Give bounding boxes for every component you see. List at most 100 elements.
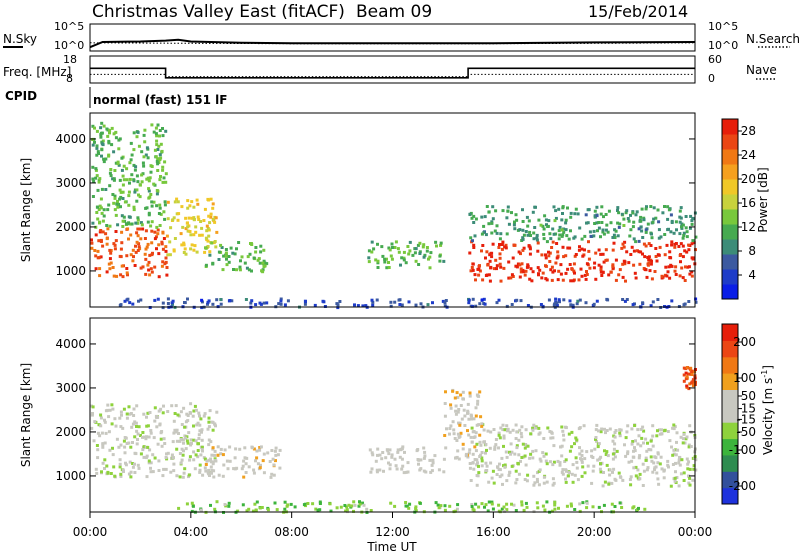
power-echo-cell <box>112 242 116 246</box>
velocity-echo-cell <box>578 452 582 456</box>
velocity-echo-cell <box>644 437 648 441</box>
velocity-echo-cell <box>542 481 546 485</box>
power-echo-cell <box>678 274 682 278</box>
velocity-echo-cell <box>487 480 491 484</box>
power-echo-cell <box>685 230 689 234</box>
power-echo-cell <box>670 240 674 244</box>
power-echo-cell <box>561 233 565 237</box>
velocity-echo-cell <box>502 434 506 438</box>
power-echo-cell <box>129 233 133 237</box>
velocity-echo-cell <box>645 468 649 472</box>
velocity-echo-cell <box>544 452 548 456</box>
velocity-echo-cell <box>692 464 696 468</box>
velocity-echo-cell <box>596 458 600 462</box>
velocity-echo-cell <box>122 470 125 473</box>
power-echo-cell <box>690 242 694 246</box>
power-echo-cell <box>507 276 511 280</box>
power-echo-cell <box>482 230 486 234</box>
velocity-echo-cell <box>453 396 457 400</box>
velocity-echo-cell <box>118 416 122 420</box>
velocity-echo-cell <box>196 449 200 452</box>
power-echo-cell <box>640 229 644 233</box>
velocity-echo-cell <box>222 463 226 467</box>
power-echo-cell <box>478 264 481 268</box>
power-echo-cell <box>566 246 570 250</box>
velocity-echo-cell <box>198 429 202 433</box>
velocity-echo-cell <box>567 432 571 436</box>
velocity-echo-cell <box>484 503 488 507</box>
power-echo-cell <box>520 262 524 266</box>
power-echo-cell <box>374 258 378 262</box>
power-echo-cell <box>117 147 121 151</box>
power-echo-cell <box>114 130 118 134</box>
power-echo-cell <box>562 298 566 302</box>
power-echo-cell <box>154 155 158 159</box>
velocity-echo-cell <box>128 412 132 416</box>
power-echo-cell <box>152 130 156 134</box>
power-echo-cell <box>542 232 546 236</box>
velocity-echo-cell <box>162 467 166 471</box>
power-echo-cell <box>119 195 123 199</box>
velocity-echo-cell <box>617 471 621 475</box>
power-echo-cell <box>526 304 530 307</box>
power-echo-cell <box>235 268 238 272</box>
power-echo-cell <box>119 273 123 277</box>
power-echo-cell <box>611 264 615 268</box>
velocity-echo-cell <box>147 461 151 465</box>
velocity-echo-cell <box>504 450 508 454</box>
power-echo-cell <box>130 153 134 157</box>
power-echo-cell <box>139 221 143 225</box>
power-echo-cell <box>510 273 514 277</box>
power-echo-cell <box>160 242 164 246</box>
power-echo-cell <box>131 248 135 252</box>
velocity-echo-cell <box>659 455 663 459</box>
power-echo-cell <box>600 205 604 209</box>
velocity-echo-cell <box>137 425 141 429</box>
power-echo-cell <box>126 273 129 277</box>
power-echo-cell <box>526 264 530 268</box>
velocity-echo-cell <box>318 500 322 504</box>
power-echo-cell <box>616 234 620 238</box>
velocity-echo-cell <box>683 441 687 445</box>
power-echo-cell <box>183 301 186 304</box>
power-echo-cell <box>491 217 495 221</box>
power-echo-cell <box>473 273 477 277</box>
velocity-cbar-label: 200 <box>733 335 756 349</box>
power-echo-cell <box>171 302 174 306</box>
power-echo-cell <box>97 208 101 211</box>
power-echo-cell <box>601 228 605 232</box>
power-cbar-swatch <box>722 164 738 180</box>
power-echo-cell <box>472 221 476 224</box>
power-echo-cell <box>634 240 638 244</box>
power-echo-cell <box>127 215 131 219</box>
power-echo-cell <box>159 142 163 146</box>
power-echo-cell <box>108 224 112 228</box>
power-echo-cell <box>157 275 161 279</box>
power-cbar-label: 16 <box>741 196 756 210</box>
velocity-echo-cell <box>123 451 127 455</box>
velocity-echo-cell <box>483 440 486 444</box>
power-echo-cell <box>657 253 661 257</box>
velocity-echo-cell <box>180 458 184 462</box>
power-echo-cell <box>531 270 535 274</box>
velocity-echo-cell <box>479 443 483 447</box>
power-echo-cell <box>467 298 471 302</box>
power-echo-cell <box>140 180 144 184</box>
power-echo-cell <box>639 215 643 219</box>
power-echo-cell <box>303 302 307 306</box>
velocity-cbar-swatch <box>722 454 738 472</box>
power-echo-cell <box>666 217 670 221</box>
power-echo-cell <box>172 216 176 220</box>
power-echo-cell <box>211 202 215 206</box>
power-echo-cell <box>611 236 615 239</box>
velocity-echo-cell <box>604 453 608 456</box>
velocity-echo-cell <box>376 447 380 451</box>
power-echo-cell <box>674 265 678 269</box>
velocity-echo-cell <box>182 471 186 475</box>
power-echo-cell <box>196 215 200 219</box>
velocity-echo-cell <box>520 503 524 507</box>
velocity-echo-cell <box>155 425 159 429</box>
power-echo-cell <box>186 225 190 229</box>
power-echo-cell <box>111 193 115 196</box>
power-echo-cell <box>649 262 653 266</box>
